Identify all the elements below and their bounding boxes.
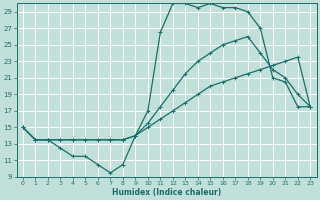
X-axis label: Humidex (Indice chaleur): Humidex (Indice chaleur) — [112, 188, 221, 197]
